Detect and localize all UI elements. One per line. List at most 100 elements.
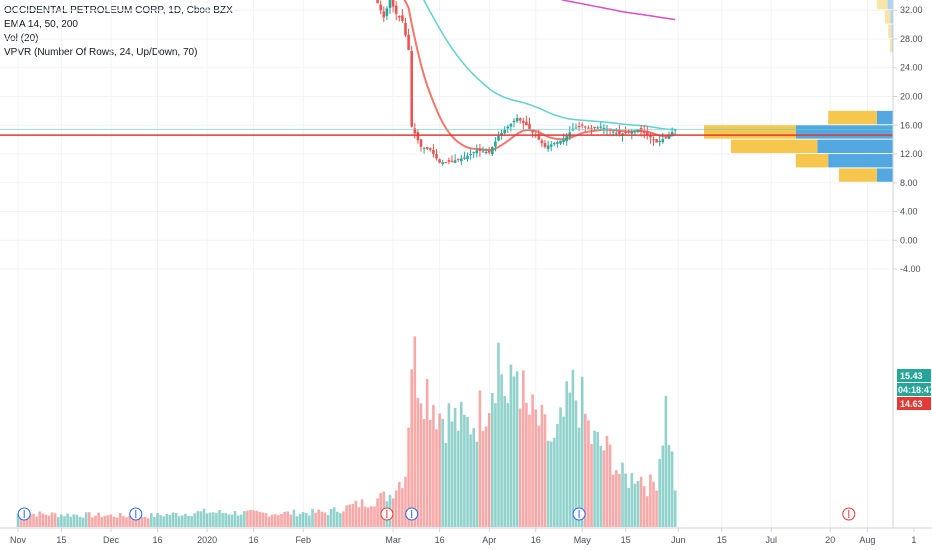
time-tick-label: Jul [766, 535, 778, 545]
volume-bar [627, 487, 630, 527]
candle-body [584, 126, 587, 128]
volume-bar [460, 401, 463, 527]
candle-body [615, 132, 618, 134]
legend-ema[interactable]: EMA 14, 50, 200 [4, 19, 78, 30]
volume-bar [72, 514, 76, 527]
volume-bar [500, 374, 503, 527]
candle-body [379, 4, 382, 11]
ema200-line [560, 0, 676, 21]
volume-bar [447, 403, 451, 527]
volume-bar [608, 444, 612, 527]
volume-bar [243, 511, 246, 527]
volume-bar [283, 511, 286, 527]
ema50-line [422, 0, 676, 131]
volume-bar [22, 516, 26, 527]
volume-bar [559, 407, 562, 527]
volume-bar [131, 516, 134, 527]
volume-bar [162, 516, 165, 527]
volume-bar [429, 419, 432, 527]
volume-bar [208, 512, 212, 527]
candle-body [602, 127, 606, 129]
volume-bar [224, 513, 227, 527]
time-axis[interactable]: Nov 15 Dec 16 2020 16 Feb Mar 16 Apr 16 May 15 Jun 15 J… [0, 527, 932, 545]
volume-bar [336, 511, 339, 527]
candle-body [497, 136, 500, 141]
volume-bar [546, 440, 550, 527]
candle-body [500, 132, 503, 135]
candles [376, 0, 677, 166]
volume-bar [106, 515, 110, 527]
event-markers[interactable] [17, 507, 856, 521]
candle-body [481, 151, 485, 153]
legend-vpvr[interactable]: VPVR (Number Of Rows, 24, Up/Down, 70) [4, 47, 198, 58]
price-tick-label: 4.00 [900, 207, 918, 217]
volume-bar [509, 364, 513, 527]
candle-body [494, 141, 497, 147]
candle-body [553, 143, 556, 145]
volume-bar [236, 515, 240, 527]
candle-body [460, 158, 463, 162]
vp-row-down [876, 0, 888, 10]
horizontal-line[interactable] [0, 128, 893, 136]
countdown-label: 04:18:47 [898, 385, 932, 395]
candle-body [419, 139, 423, 147]
candle-body [574, 127, 578, 129]
volume-bar [239, 514, 243, 527]
vp-row-up [891, 24, 893, 38]
volume-bar [354, 500, 358, 527]
volume-bar [134, 517, 138, 527]
time-tick-label: Nov [10, 535, 27, 545]
volume-bar [66, 513, 69, 527]
candle-body [593, 126, 596, 129]
volume-bar [301, 512, 305, 527]
volume-bar [556, 424, 559, 527]
ema50-path [422, 0, 676, 131]
volume-bar [75, 514, 79, 527]
volume-bar [41, 513, 45, 527]
price-tick-label: 8.00 [900, 178, 918, 188]
candle-body [587, 127, 590, 129]
volume-bar [187, 515, 190, 527]
volume-bar [249, 509, 252, 527]
candle-body [652, 139, 655, 141]
volume-bar [159, 515, 162, 527]
volume-bar [534, 409, 537, 527]
volume-bar [633, 483, 637, 527]
volume-bar [432, 404, 435, 527]
volume-bar [549, 441, 553, 527]
volume-bar [199, 511, 203, 527]
volume-bar [587, 420, 590, 527]
volume-bar [599, 445, 603, 527]
volume-bar [478, 390, 482, 527]
volume-bar [673, 490, 677, 527]
volume-bar [363, 506, 367, 527]
volume-bar [317, 509, 320, 527]
volume-bar [475, 441, 479, 527]
volume-bar [621, 462, 624, 527]
candle-body [466, 155, 469, 159]
volume-bar [518, 408, 522, 527]
candle-body [658, 140, 661, 143]
candle-body [416, 132, 420, 141]
volume-bar [649, 474, 652, 527]
volume-bar [398, 481, 401, 527]
volume-bar [32, 513, 35, 527]
volume-bar [512, 376, 516, 527]
volume-bar [38, 511, 41, 527]
volume-bar [146, 518, 150, 527]
candle-body [441, 162, 444, 165]
time-tick-label: 16 [249, 535, 259, 545]
volume-bar [568, 392, 572, 527]
candle-body [394, 5, 398, 14]
volume-bar [528, 414, 531, 527]
volume-bar [670, 451, 674, 527]
volume-bar [91, 517, 94, 527]
volume-bar [435, 429, 438, 527]
candle-body [509, 123, 513, 127]
volume-bar [100, 517, 103, 527]
volume-bar [562, 416, 565, 527]
volume-bar [444, 442, 448, 527]
price-axis[interactable]: 64.0060.0056.0052.0048.0044.0040.0036.00… [892, 0, 932, 528]
volume-bar [181, 515, 184, 527]
